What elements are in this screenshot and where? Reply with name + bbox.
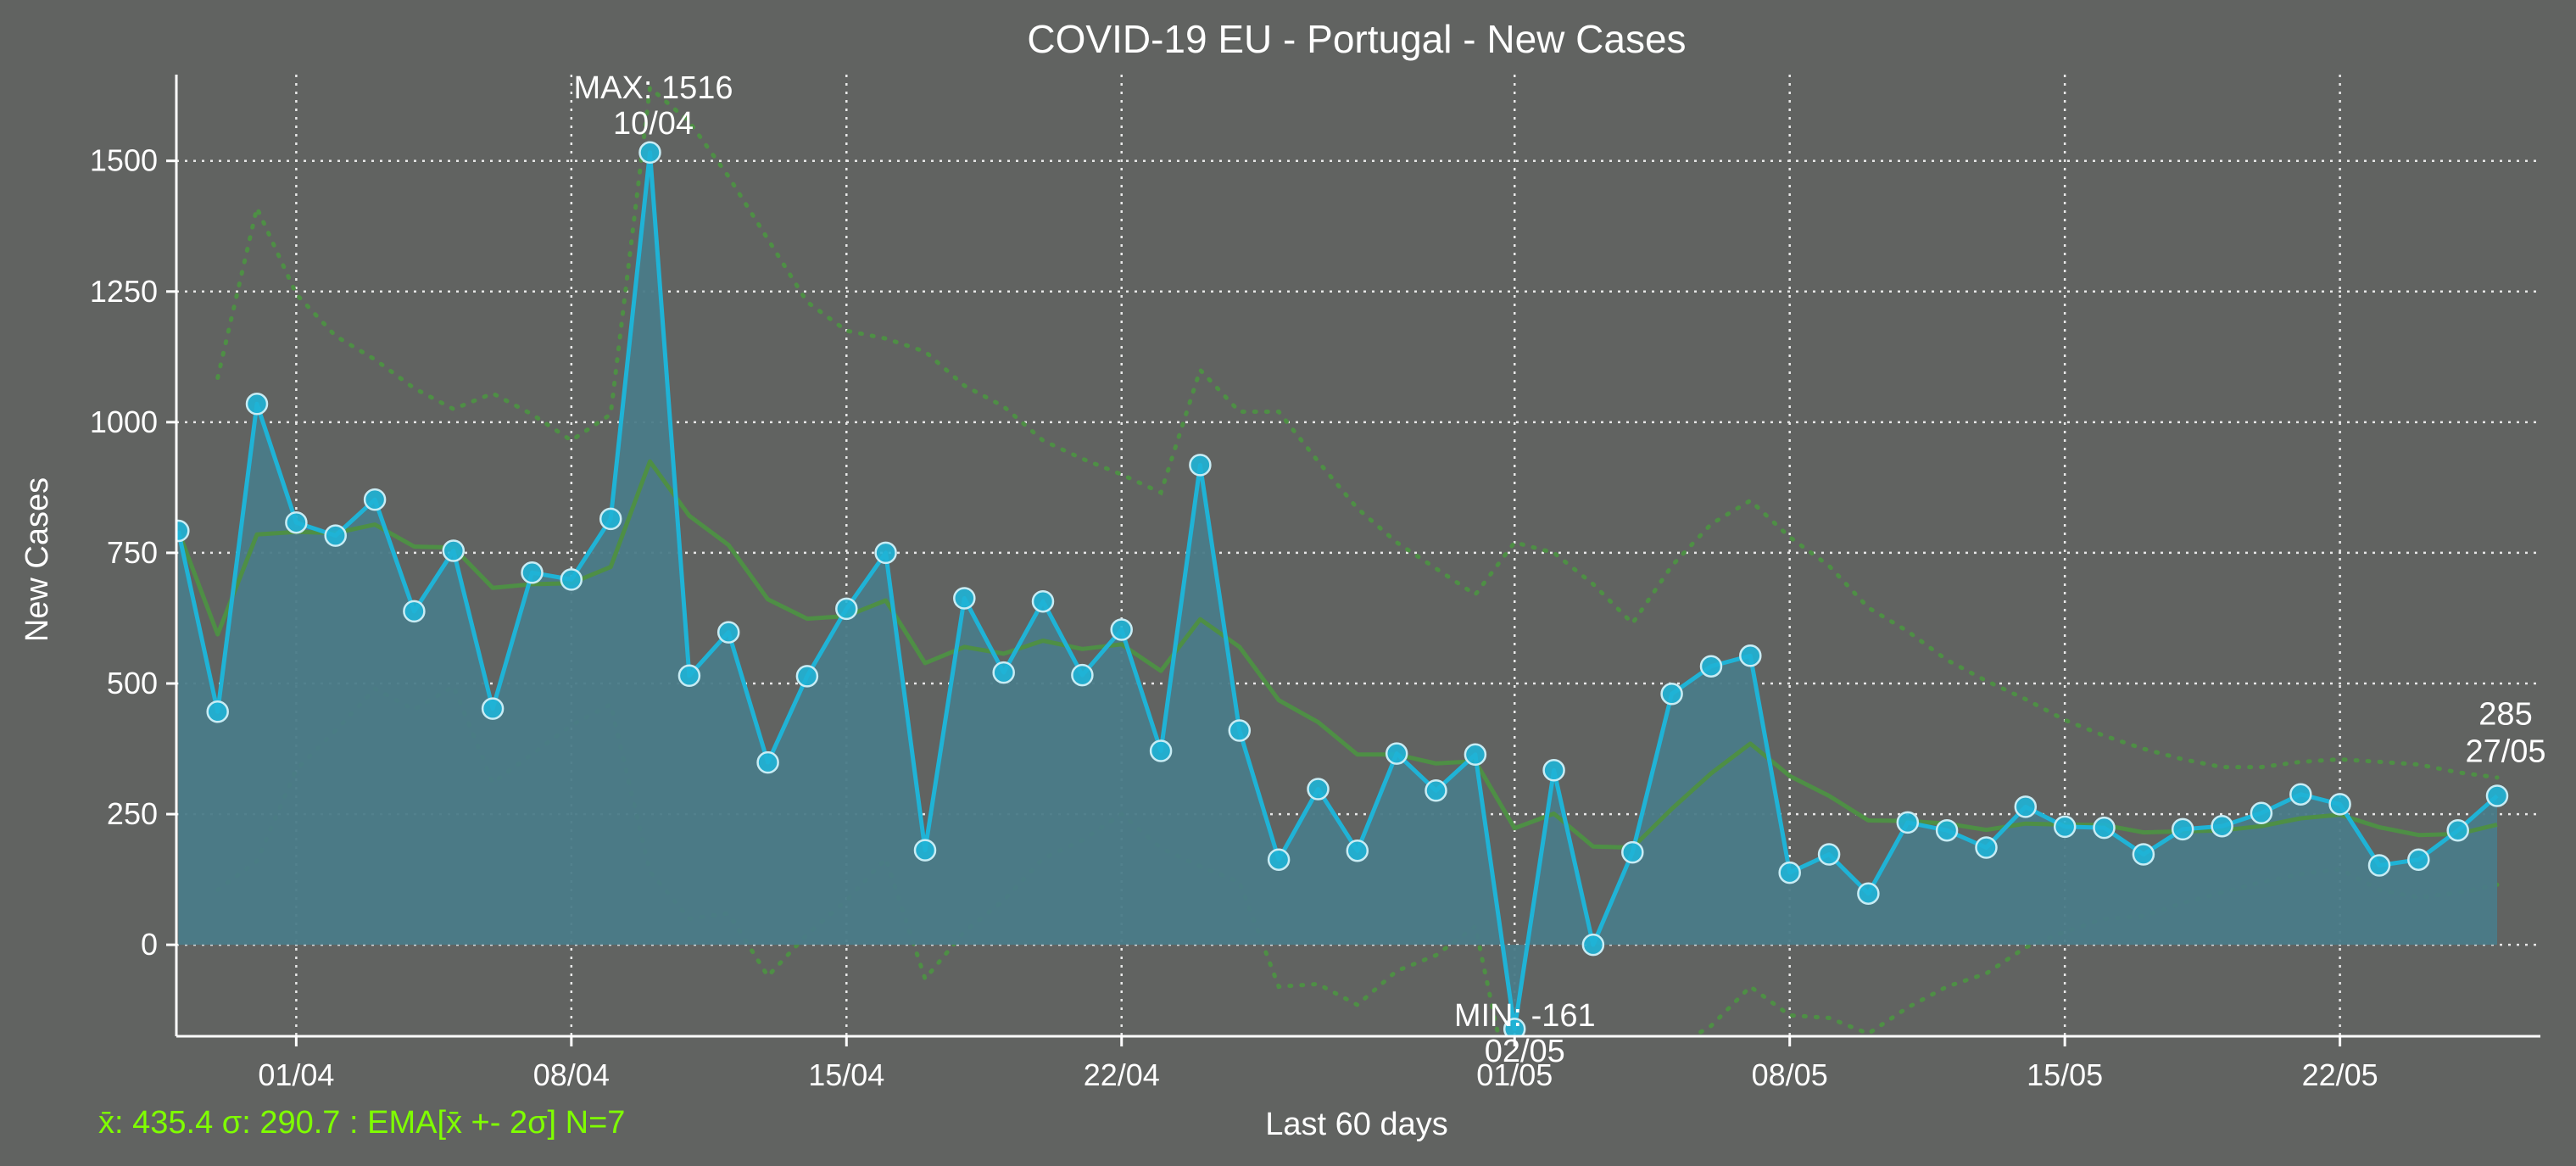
cases-point [245, 393, 269, 416]
cases-point [521, 561, 544, 584]
cases-point [1149, 739, 1173, 762]
cases-point [1542, 759, 1565, 782]
cases-point [795, 665, 819, 688]
cases-point [1975, 836, 1998, 859]
cases-point [560, 568, 583, 591]
x-tick-label: 08/05 [1752, 1057, 1828, 1092]
x-axis-label: Last 60 days [1265, 1107, 1447, 1142]
cases-point [913, 839, 937, 862]
x-tick-label: 15/05 [2027, 1057, 2103, 1092]
y-tick-label: 0 [141, 927, 158, 962]
cases-point [176, 519, 190, 543]
cases-point [481, 697, 505, 720]
cases-point [1031, 589, 1055, 613]
x-tick-label: 01/04 [258, 1057, 334, 1092]
y-tick-label: 1500 [90, 143, 158, 178]
cases-point [1464, 743, 1487, 767]
cases-point [1267, 848, 1291, 871]
cases-point [285, 510, 308, 534]
cases-point [953, 587, 976, 610]
cases-point [363, 488, 387, 511]
cases-area-fill [178, 152, 2498, 1029]
cases-point [1739, 644, 1762, 667]
cases-point [2211, 814, 2233, 838]
cases-point [992, 661, 1015, 684]
upper-band-line [215, 83, 2500, 780]
cases-point [1189, 454, 1212, 477]
last-annotation-label: 285 [2478, 697, 2532, 733]
cases-points [176, 141, 2509, 1036]
cases-point [1503, 1018, 1526, 1036]
x-axis-ticks: 01/04 08/04 15/04 22/04 01/05 08/05 15/05 22/05 [258, 1036, 2378, 1092]
max-annotation-date: 10/04 [613, 106, 694, 142]
cases-point [599, 507, 622, 531]
cases-point [1307, 778, 1330, 801]
chart-title: COVID-19 EU - Portugal - New Cases [1027, 17, 1686, 61]
cases-point [2367, 854, 2391, 877]
cases-point [1778, 861, 1801, 884]
x-tick-label: 01/05 [1476, 1057, 1553, 1092]
cases-point [2132, 843, 2155, 866]
y-tick-label: 500 [107, 666, 158, 700]
y-tick-label: 1000 [90, 404, 158, 439]
cases-point [2171, 817, 2194, 841]
cases-point [2328, 793, 2351, 816]
cases-point [1071, 663, 1094, 687]
cases-point [2053, 815, 2077, 839]
cases-point [2250, 801, 2273, 825]
x-tick-label: 15/04 [808, 1057, 884, 1092]
cases-point [1935, 818, 1959, 842]
min-annotation-date: 02/05 [1485, 1034, 1565, 1069]
cases-point [1817, 843, 1841, 866]
cases-point [2289, 783, 2312, 806]
cases-point [835, 597, 858, 621]
cases-point [1110, 618, 1133, 641]
x-tick-label: 22/04 [1084, 1057, 1160, 1092]
cases-point [1425, 779, 1447, 802]
last-annotation-date: 27/05 [2465, 734, 2545, 770]
y-axis-ticks: 0 250 500 750 1000 1250 1500 [90, 143, 176, 962]
cases-point [1699, 655, 1723, 678]
cases-point [1385, 742, 1408, 765]
cases-point [1660, 683, 1683, 706]
min-annotation-label: MIN: -161 [1454, 998, 1596, 1034]
cases-point [1346, 839, 1369, 862]
cases-point [1621, 840, 1644, 864]
cases-point [1581, 933, 1605, 957]
cases-point [2446, 818, 2469, 842]
max-annotation-label: MAX: 1516 [574, 70, 733, 106]
cases-point [2093, 816, 2116, 840]
cases-point [442, 539, 466, 562]
cases-point [2014, 795, 2038, 818]
cases-point [677, 664, 701, 688]
cases-point [324, 524, 347, 547]
y-tick-label: 250 [107, 796, 158, 831]
x-tick-label: 22/05 [2302, 1057, 2378, 1092]
y-axis-label: New Cases [20, 477, 55, 642]
x-tick-label: 08/04 [533, 1057, 610, 1092]
cases-point [2407, 848, 2430, 871]
cases-point [716, 621, 740, 644]
cases-point [206, 700, 229, 723]
cases-point [756, 750, 779, 774]
cases-area [178, 152, 2498, 1029]
stats-summary: x̄: 435.4 σ: 290.7 : EMA[x̄ +- 2σ] N=7 [98, 1105, 625, 1141]
cases-point [403, 600, 426, 623]
cases-point [2485, 784, 2509, 807]
cases-point [874, 541, 897, 565]
cases-point [638, 141, 661, 165]
cases-point [1896, 811, 1920, 834]
cases-point [1228, 719, 1252, 742]
annotations: MAX: 1516 10/04 MIN: -161 02/05 285 27/0… [574, 70, 2546, 1069]
y-tick-label: 750 [107, 535, 158, 570]
y-tick-label: 1250 [90, 274, 158, 309]
cases-point [1857, 882, 1880, 905]
